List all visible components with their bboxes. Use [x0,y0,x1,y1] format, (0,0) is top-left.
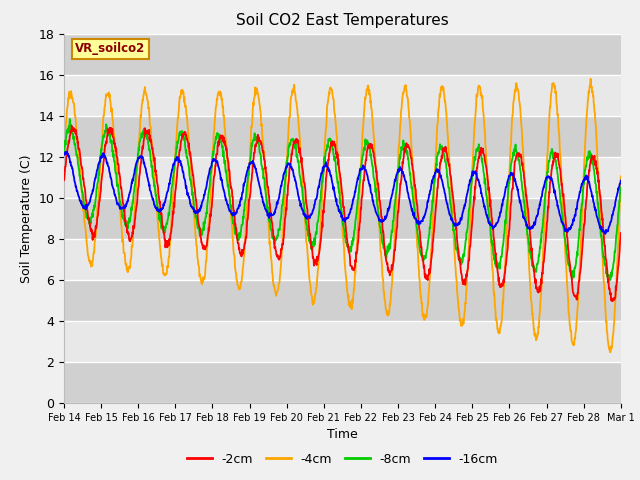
Title: Soil CO2 East Temperatures: Soil CO2 East Temperatures [236,13,449,28]
Bar [64,157,621,198]
Text: VR_soilco2: VR_soilco2 [75,42,145,55]
Bar [64,198,621,239]
Bar [64,239,621,280]
Legend: -2cm, -4cm, -8cm, -16cm: -2cm, -4cm, -8cm, -16cm [182,448,503,471]
Bar [64,116,621,157]
Bar [64,34,621,75]
Y-axis label: Soil Temperature (C): Soil Temperature (C) [20,154,33,283]
Bar [64,280,621,321]
Bar [64,362,621,403]
X-axis label: Time: Time [327,429,358,442]
Bar [64,75,621,116]
Bar [64,321,621,362]
